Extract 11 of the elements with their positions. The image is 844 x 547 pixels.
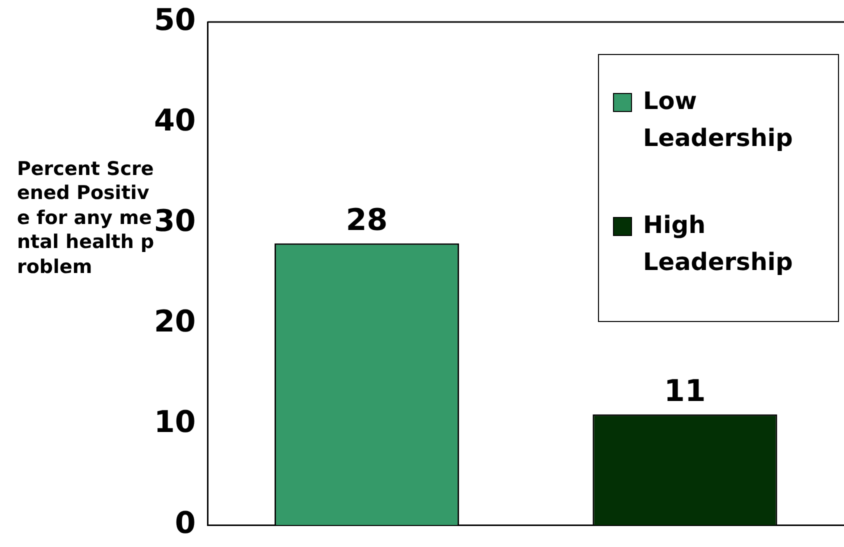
legend-label: High Leadership — [643, 210, 794, 278]
data-label: 28 — [346, 203, 388, 238]
y-tick-label: 10 — [154, 405, 196, 440]
y-axis-title: Percent Screened Positive for any mental health problem — [17, 157, 156, 280]
y-tick-label: 20 — [154, 304, 196, 340]
y-tick-label: 40 — [154, 103, 196, 138]
y-tick-label: 50 — [154, 2, 196, 38]
y-tick-label: 0 — [174, 506, 196, 541]
legend-label: Low Leadership — [643, 86, 794, 154]
y-tick-label: 30 — [154, 204, 196, 239]
data-label: 11 — [664, 374, 706, 410]
